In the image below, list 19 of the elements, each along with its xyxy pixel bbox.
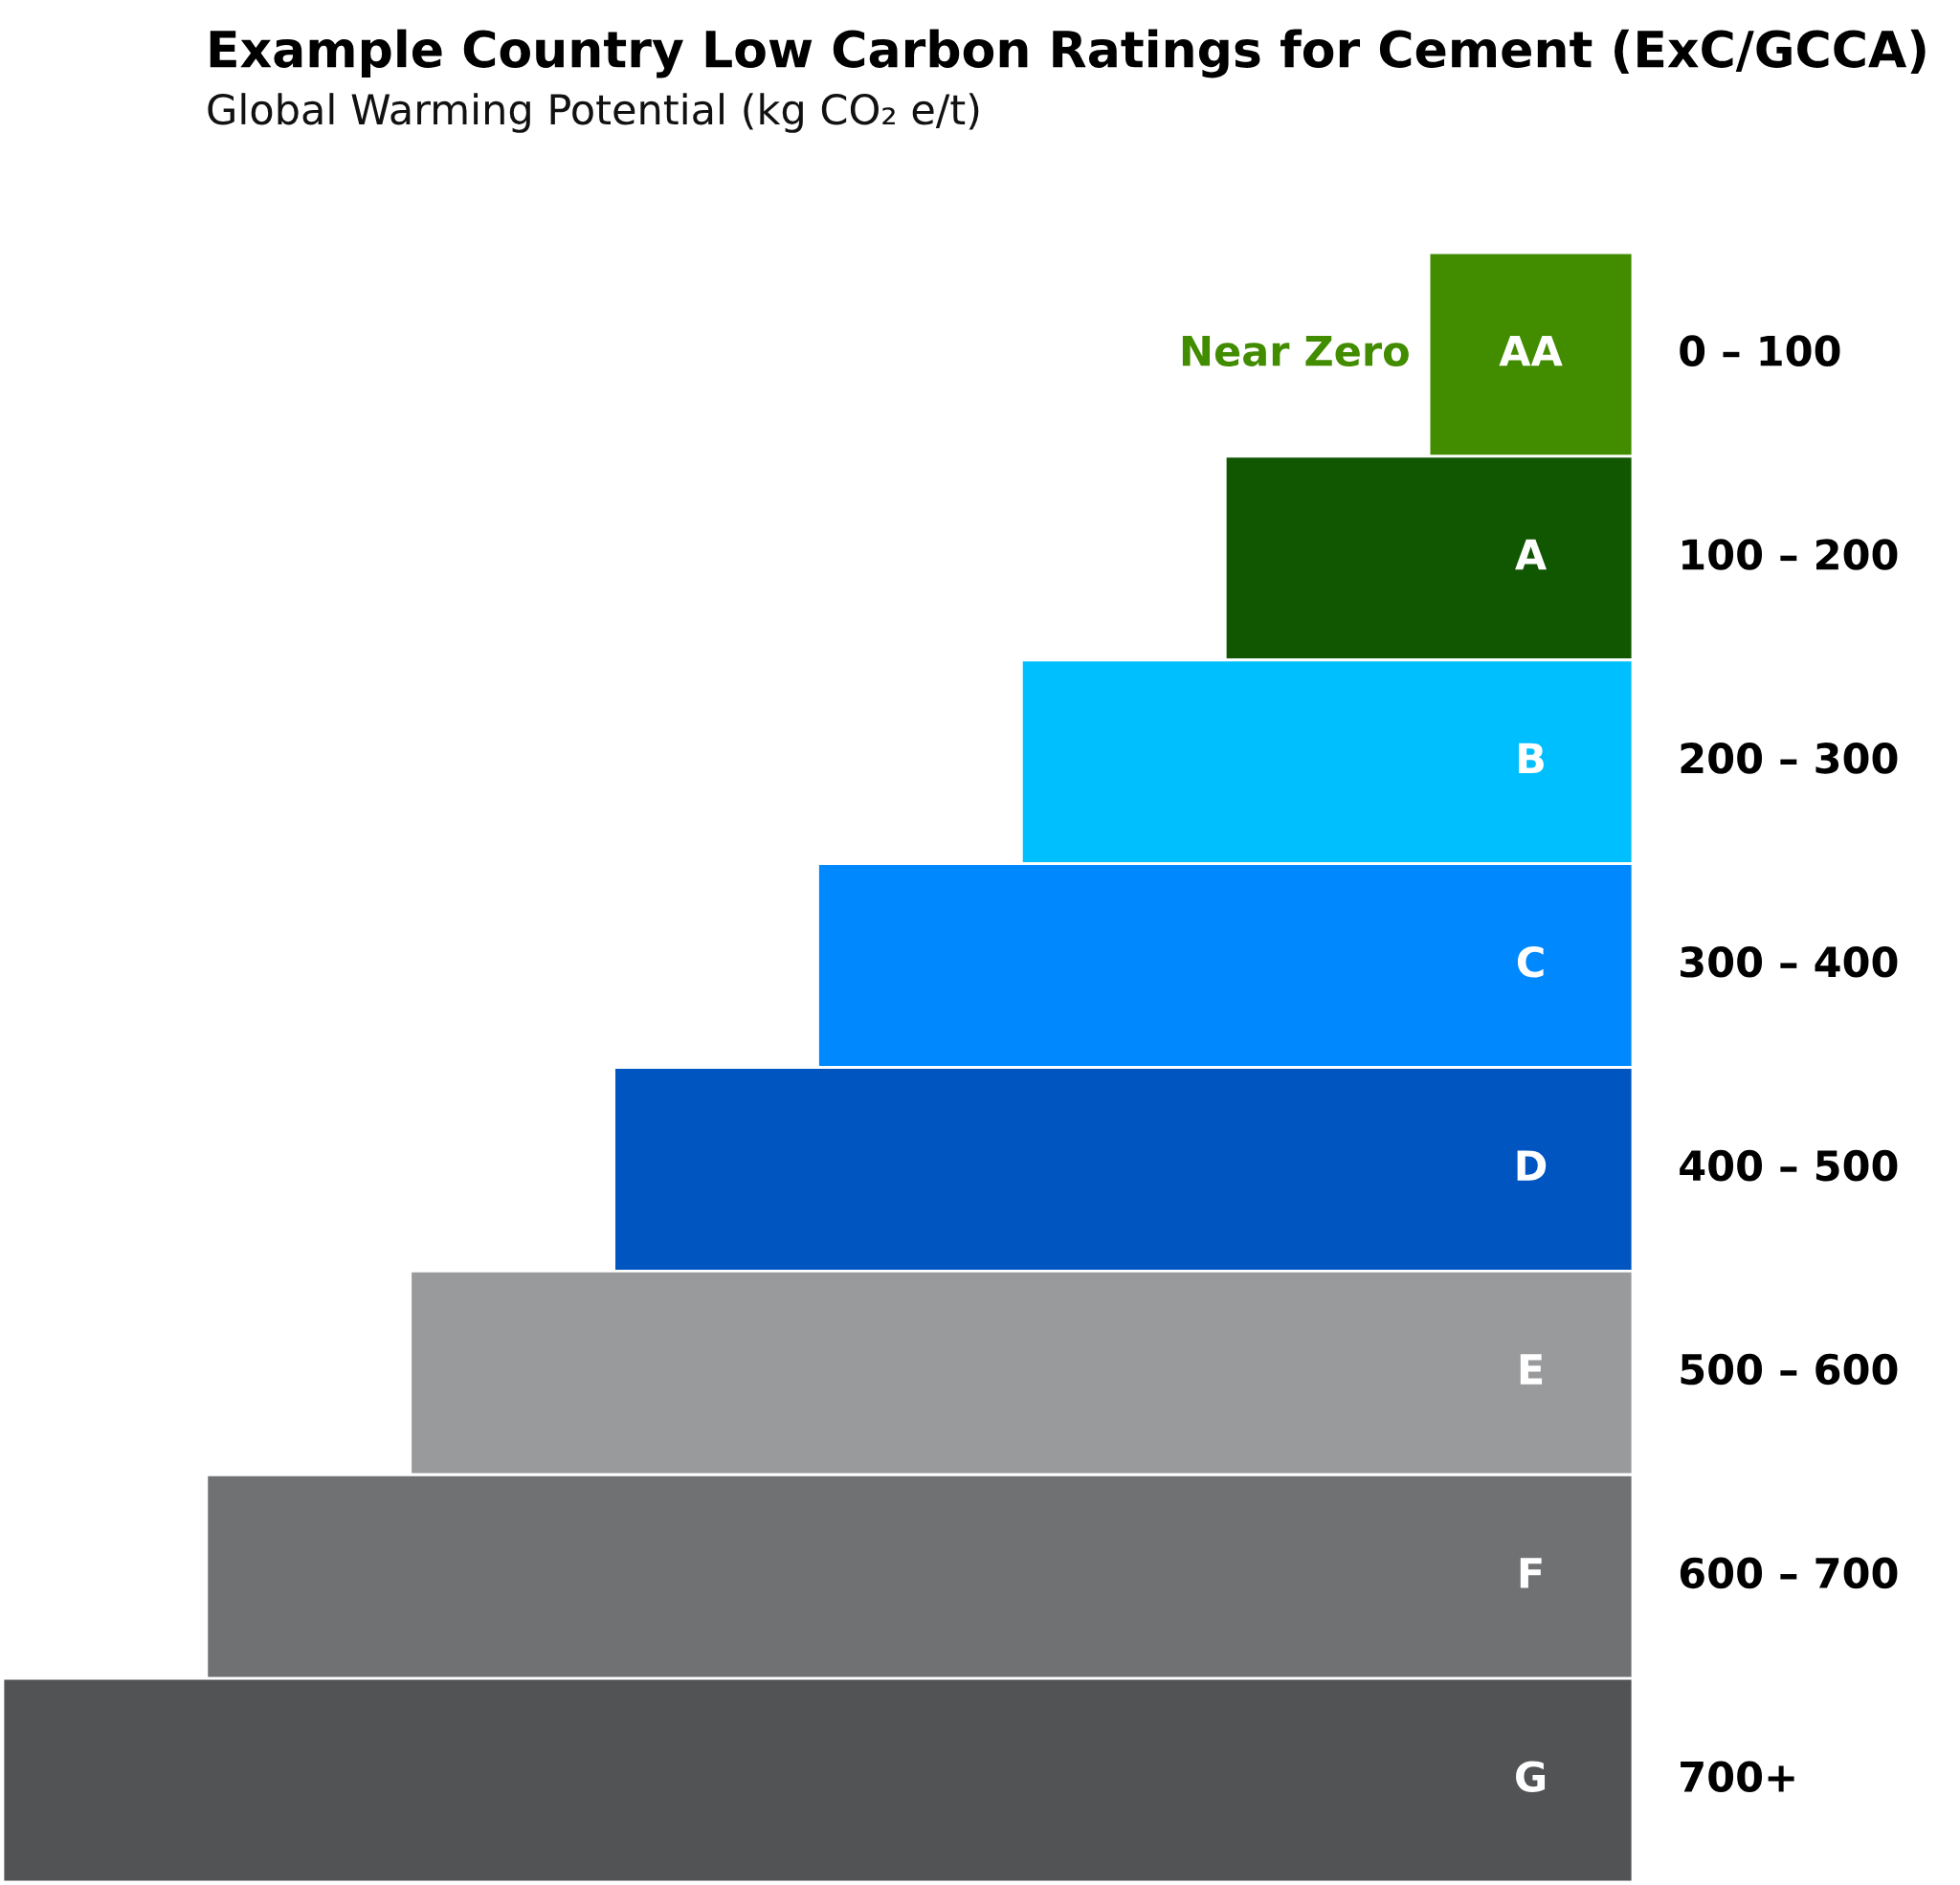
text: 600 – 700 [1680,1557,1898,1589]
y-tick-label: D [1517,1150,1547,1181]
y-tick-label: A [1515,539,1548,570]
text: 200 – 300 [1681,743,1898,774]
text: 100 – 200 [1682,539,1898,570]
y-tick-label: B [1519,743,1544,774]
y-tick-label: C [1517,945,1544,978]
y-tick-label: F [1520,1558,1542,1588]
text: 300 – 400 [1681,945,1898,978]
y-tick-label: E [1520,1354,1543,1385]
chart-subtitle: Global Warming Potential (kg CO₂ e/t) [208,93,979,133]
y-tick-label: G [1516,1761,1546,1793]
annotation: Near Zero [1182,335,1409,366]
text: 0 – 100 [1680,335,1840,366]
text: 500 – 600 [1681,1353,1898,1386]
chart-title: Example Country Low Carbon Ratings for Cement (ExC/GCCA) [210,29,1926,78]
text: 700+ [1681,1761,1794,1793]
y-tick-label: AA [1499,335,1563,366]
text: 400 – 500 [1680,1149,1898,1182]
